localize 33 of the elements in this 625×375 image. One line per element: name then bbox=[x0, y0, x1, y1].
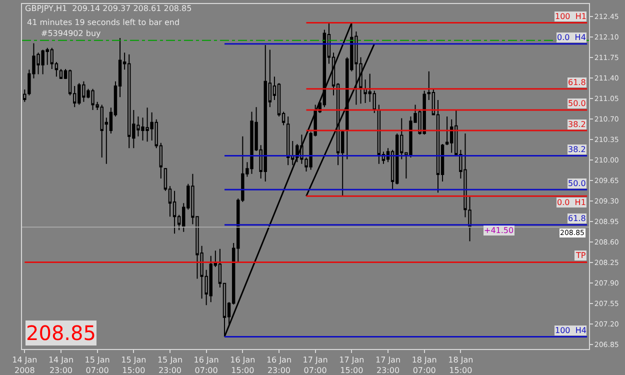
x-tick-label: 17 Jan 15:00 bbox=[339, 356, 364, 375]
series-label: 38.2 bbox=[568, 145, 586, 154]
ref-line-label: #5394902 buy bbox=[41, 29, 102, 38]
x-tick-label: 15 Jan 15:00 bbox=[121, 356, 146, 375]
series-label: 61.8 bbox=[568, 214, 586, 223]
series-label: TP bbox=[575, 251, 586, 260]
x-tick-label: 14 Jan 23:00 bbox=[48, 356, 74, 375]
text: 41 minutes 19 seconds left to bar end bbox=[27, 18, 180, 27]
annotation: +41.50 bbox=[484, 226, 514, 235]
series-label: 61.8 bbox=[568, 78, 586, 87]
candlestick bbox=[286, 116, 290, 166]
series-label: 100 H1 bbox=[555, 12, 586, 21]
series-label: 38.2 bbox=[568, 120, 586, 129]
chart-title: GBPJPY,H1 209.14 209.37 208.61 208.85 bbox=[25, 4, 192, 14]
candlestick bbox=[172, 190, 176, 234]
series-label: 50.0 bbox=[568, 179, 586, 188]
x-tick-label: 15 Jan 23:00 bbox=[157, 356, 183, 375]
series-label: 0.0 H1 bbox=[557, 198, 586, 207]
candlestick bbox=[59, 68, 63, 80]
x-tick-label: 17 Jan 23:00 bbox=[375, 356, 401, 375]
x-tick-label: 16 Jan 15:00 bbox=[230, 356, 256, 375]
x-tick-label: 14 Jan 2008 bbox=[12, 356, 38, 375]
x-tick-label: 18 Jan 15:00 bbox=[448, 356, 474, 375]
x-tick-label: 16 Jan 07:00 bbox=[194, 356, 219, 375]
series-label: 100 H4 bbox=[555, 326, 586, 335]
x-tick-label: 18 Jan 07:00 bbox=[412, 356, 437, 375]
x-tick-label: 17 Jan 07:00 bbox=[302, 356, 328, 375]
x-tick-label: 16 Jan 23:00 bbox=[266, 356, 292, 375]
series-label: 0.0 H4 bbox=[557, 33, 586, 42]
annotation: 208.85 bbox=[26, 321, 96, 345]
x-tick-label: 15 Jan 07:00 bbox=[84, 356, 110, 375]
series-label: 50.0 bbox=[568, 99, 586, 108]
candlestick bbox=[377, 104, 381, 164]
